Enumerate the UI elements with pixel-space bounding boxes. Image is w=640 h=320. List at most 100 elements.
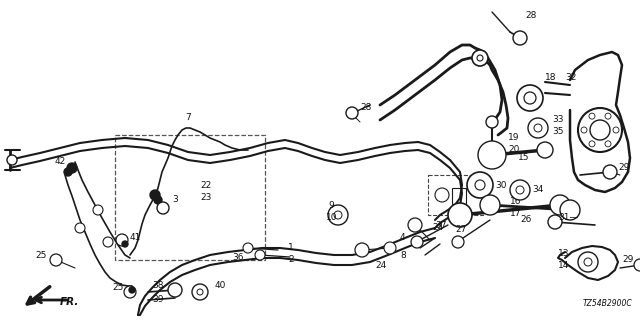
Circle shape [384,242,396,254]
Circle shape [537,142,553,158]
Text: 25: 25 [35,252,46,260]
Circle shape [75,223,85,233]
Text: 29: 29 [622,255,634,265]
Circle shape [513,31,527,45]
Circle shape [168,283,182,297]
Circle shape [472,50,488,66]
Text: 38: 38 [152,282,163,291]
Circle shape [328,205,348,225]
Text: 41: 41 [130,234,141,243]
Circle shape [103,237,113,247]
Text: 28: 28 [360,103,371,113]
Circle shape [487,147,497,157]
Circle shape [581,127,587,133]
Text: TZ54B2900C: TZ54B2900C [582,299,632,308]
Circle shape [7,155,17,165]
Bar [452,188,466,204]
Text: 35: 35 [552,127,563,137]
Circle shape [516,186,524,194]
Circle shape [355,243,369,257]
Circle shape [550,195,570,215]
Text: 4: 4 [400,234,406,243]
Circle shape [524,92,536,104]
Circle shape [192,284,208,300]
Text: 19: 19 [508,133,520,142]
Text: 10: 10 [326,213,337,222]
Circle shape [243,243,253,253]
Text: 23: 23 [200,194,211,203]
Circle shape [613,127,619,133]
Circle shape [255,250,265,260]
Circle shape [605,113,611,119]
Text: 30: 30 [495,180,506,189]
Text: 7: 7 [185,114,191,123]
Text: 20: 20 [508,146,520,155]
Text: 3: 3 [172,196,178,204]
Text: 18: 18 [545,74,557,83]
Circle shape [448,203,472,227]
Text: 40: 40 [215,282,227,291]
Text: 31—: 31— [558,213,579,222]
Text: 14: 14 [558,261,570,270]
Circle shape [528,118,548,138]
Text: 37: 37 [435,220,447,229]
Text: 1: 1 [288,243,294,252]
Text: 28: 28 [525,11,536,20]
Circle shape [334,211,342,219]
Text: 24: 24 [432,223,444,233]
Circle shape [116,234,128,246]
Text: 22: 22 [200,180,211,189]
Circle shape [150,190,160,200]
Circle shape [486,116,498,128]
Circle shape [584,258,592,266]
Circle shape [478,141,506,169]
Text: FR.: FR. [60,297,79,307]
Circle shape [157,202,169,214]
Text: 8: 8 [400,251,406,260]
Text: 34: 34 [532,186,543,195]
Text: 33: 33 [552,116,563,124]
Text: 32: 32 [565,74,577,83]
Circle shape [197,289,203,295]
Text: 15: 15 [518,154,529,163]
Text: 42: 42 [55,157,67,166]
Circle shape [411,236,423,248]
Text: 39: 39 [152,294,163,303]
Circle shape [122,241,128,247]
Text: 2: 2 [288,255,294,265]
Circle shape [590,120,610,140]
Circle shape [589,113,595,119]
Circle shape [154,196,162,204]
Circle shape [578,108,622,152]
Text: 27: 27 [455,226,467,235]
Circle shape [578,252,598,272]
Circle shape [589,141,595,147]
Circle shape [467,172,493,198]
Text: 36: 36 [232,253,243,262]
Circle shape [124,286,136,298]
Circle shape [603,165,617,179]
Circle shape [510,180,530,200]
Circle shape [482,145,502,165]
Text: 24: 24 [375,260,387,269]
Circle shape [50,254,62,266]
Circle shape [67,163,77,173]
Circle shape [534,124,542,132]
Text: 16: 16 [510,197,522,206]
Circle shape [452,236,464,248]
Text: 13: 13 [558,250,570,259]
Circle shape [634,259,640,271]
Circle shape [435,188,449,202]
Circle shape [605,141,611,147]
Circle shape [64,168,72,176]
Circle shape [129,287,135,293]
Circle shape [475,180,485,190]
Text: 26: 26 [520,215,531,225]
Circle shape [560,200,580,220]
Text: 17: 17 [510,210,522,219]
Circle shape [93,205,103,215]
Text: 9: 9 [328,201,333,210]
Circle shape [517,85,543,111]
Text: 25: 25 [112,284,124,292]
Circle shape [477,55,483,61]
